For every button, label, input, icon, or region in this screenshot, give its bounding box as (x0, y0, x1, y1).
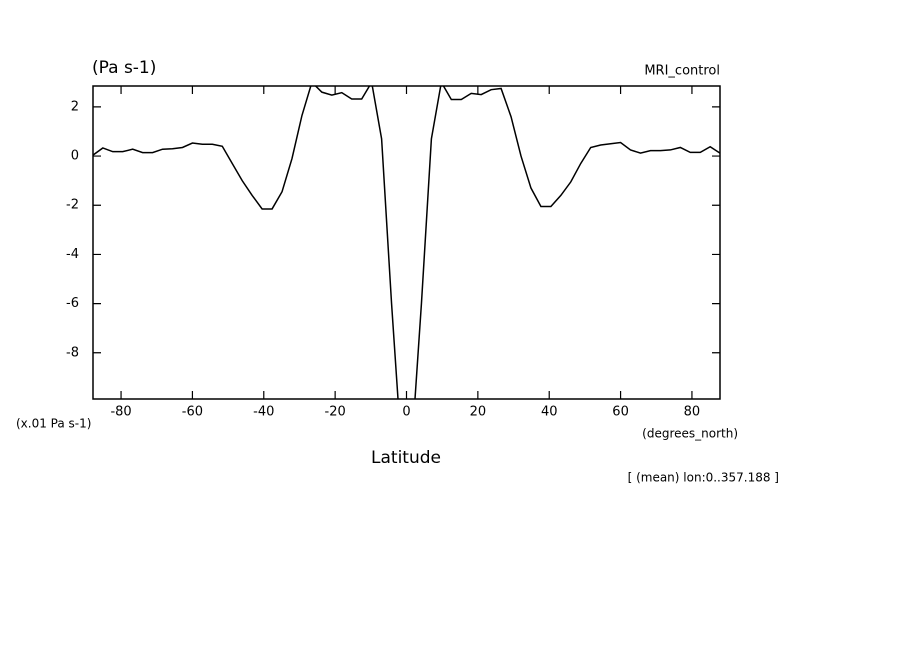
x-tick-label: 20 (470, 405, 487, 420)
chart-title: MRI_control (644, 64, 720, 79)
scale-label: (x.01 Pa s-1) (16, 417, 91, 431)
x-tick-label: -20 (325, 405, 346, 420)
y-tick-label: 0 (71, 149, 79, 164)
x-tick-label: -60 (182, 405, 203, 420)
x-tick-label: 0 (402, 405, 410, 420)
x-units-label: (degrees_north) (642, 427, 738, 441)
x-tick-label: -40 (253, 405, 274, 420)
x-tick-label: 80 (684, 405, 701, 420)
x-tick-label: 60 (612, 405, 629, 420)
y-tick-label: -6 (66, 296, 79, 311)
units-label: (Pa s-1) (92, 58, 156, 78)
y-tick-label: 2 (71, 99, 79, 114)
x-tick-label: 40 (541, 405, 558, 420)
x-axis-label: Latitude (371, 448, 441, 468)
x-tick-label: -80 (110, 405, 131, 420)
y-tick-label: -8 (66, 345, 79, 360)
data-line (93, 86, 720, 399)
annotation: [ (mean) lon:0..357.188 ] (628, 471, 779, 485)
y-tick-label: -4 (66, 247, 79, 262)
plot-frame (92, 85, 721, 400)
y-tick-label: -2 (66, 198, 79, 213)
